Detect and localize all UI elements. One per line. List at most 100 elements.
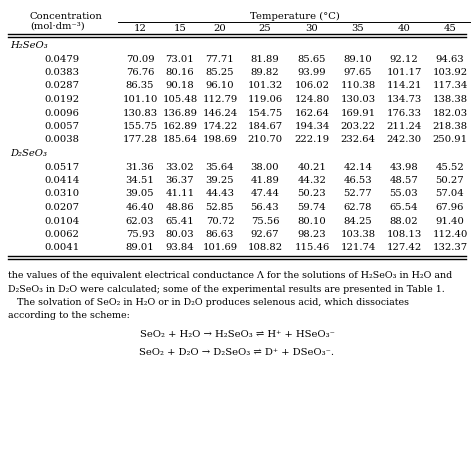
Text: D₂SeO₃ in D₂O were calculated; some of the experimental results are presented in: D₂SeO₃ in D₂O were calculated; some of t…: [8, 284, 445, 293]
Text: D₂SeO₃: D₂SeO₃: [10, 149, 47, 158]
Text: 80.03: 80.03: [166, 230, 194, 239]
Text: 114.21: 114.21: [386, 81, 422, 90]
Text: 44.32: 44.32: [298, 176, 327, 185]
Text: 42.14: 42.14: [344, 162, 373, 171]
Text: 154.75: 154.75: [247, 108, 283, 117]
Text: the values of the equivalent electrical conductance Λ for the solutions of H₂SeO: the values of the equivalent electrical …: [8, 271, 452, 280]
Text: 62.78: 62.78: [344, 203, 372, 212]
Text: 101.32: 101.32: [247, 81, 283, 90]
Text: 194.34: 194.34: [294, 122, 330, 131]
Text: 38.00: 38.00: [251, 162, 279, 171]
Text: 198.69: 198.69: [202, 135, 237, 144]
Text: 103.38: 103.38: [340, 230, 375, 239]
Text: 121.74: 121.74: [340, 243, 376, 252]
Text: 41.11: 41.11: [165, 189, 194, 198]
Text: 50.23: 50.23: [298, 189, 326, 198]
Text: 218.38: 218.38: [432, 122, 467, 131]
Text: 94.63: 94.63: [436, 54, 465, 63]
Text: 91.40: 91.40: [436, 216, 465, 225]
Text: 176.33: 176.33: [386, 108, 421, 117]
Text: 57.04: 57.04: [436, 189, 465, 198]
Text: 48.57: 48.57: [390, 176, 419, 185]
Text: 86.63: 86.63: [206, 230, 234, 239]
Text: 134.73: 134.73: [386, 95, 422, 104]
Text: 203.22: 203.22: [340, 122, 375, 131]
Text: 86.35: 86.35: [126, 81, 154, 90]
Text: 31.36: 31.36: [126, 162, 155, 171]
Text: 40.21: 40.21: [298, 162, 327, 171]
Text: 162.89: 162.89: [163, 122, 198, 131]
Text: 12: 12: [134, 24, 146, 33]
Text: 39.25: 39.25: [206, 176, 234, 185]
Text: 62.03: 62.03: [126, 216, 154, 225]
Text: 108.13: 108.13: [386, 230, 422, 239]
Text: 75.93: 75.93: [126, 230, 155, 239]
Text: 92.67: 92.67: [251, 230, 279, 239]
Text: 0.0207: 0.0207: [45, 203, 80, 212]
Text: 211.24: 211.24: [386, 122, 422, 131]
Text: 73.01: 73.01: [165, 54, 194, 63]
Text: 146.24: 146.24: [202, 108, 237, 117]
Text: 105.48: 105.48: [163, 95, 198, 104]
Text: 98.23: 98.23: [298, 230, 326, 239]
Text: 89.10: 89.10: [344, 54, 373, 63]
Text: 232.64: 232.64: [340, 135, 375, 144]
Text: 45.52: 45.52: [436, 162, 465, 171]
Text: 0.0104: 0.0104: [45, 216, 80, 225]
Text: 93.84: 93.84: [165, 243, 194, 252]
Text: 97.65: 97.65: [344, 68, 372, 77]
Text: 117.34: 117.34: [432, 81, 468, 90]
Text: 70.09: 70.09: [126, 54, 155, 63]
Text: 112.79: 112.79: [202, 95, 237, 104]
Text: 65.54: 65.54: [390, 203, 419, 212]
Text: 41.89: 41.89: [251, 176, 280, 185]
Text: 56.43: 56.43: [251, 203, 279, 212]
Text: 155.75: 155.75: [122, 122, 157, 131]
Text: 47.44: 47.44: [250, 189, 280, 198]
Text: 77.71: 77.71: [206, 54, 234, 63]
Text: 101.17: 101.17: [386, 68, 422, 77]
Text: 85.65: 85.65: [298, 54, 326, 63]
Text: 75.56: 75.56: [251, 216, 279, 225]
Text: 108.82: 108.82: [247, 243, 283, 252]
Text: 70.72: 70.72: [206, 216, 234, 225]
Text: 80.16: 80.16: [166, 68, 194, 77]
Text: 0.0057: 0.0057: [45, 122, 80, 131]
Text: 185.64: 185.64: [163, 135, 198, 144]
Text: 115.46: 115.46: [294, 243, 329, 252]
Text: 210.70: 210.70: [247, 135, 283, 144]
Text: 89.01: 89.01: [126, 243, 155, 252]
Text: 67.96: 67.96: [436, 203, 464, 212]
Text: 119.06: 119.06: [247, 95, 283, 104]
Text: 169.91: 169.91: [340, 108, 375, 117]
Text: 242.30: 242.30: [386, 135, 421, 144]
Text: 59.74: 59.74: [298, 203, 327, 212]
Text: 0.0096: 0.0096: [45, 108, 80, 117]
Text: 174.22: 174.22: [202, 122, 237, 131]
Text: 0.0038: 0.0038: [45, 135, 80, 144]
Text: according to the scheme:: according to the scheme:: [8, 311, 130, 320]
Text: 30: 30: [306, 24, 319, 33]
Text: The solvation of SeO₂ in H₂O or in D₂O produces selenous acid, which dissociates: The solvation of SeO₂ in H₂O or in D₂O p…: [8, 298, 409, 307]
Text: 52.85: 52.85: [206, 203, 234, 212]
Text: 130.03: 130.03: [340, 95, 375, 104]
Text: 112.40: 112.40: [432, 230, 468, 239]
Text: 44.43: 44.43: [206, 189, 235, 198]
Text: 33.02: 33.02: [166, 162, 194, 171]
Text: 46.53: 46.53: [344, 176, 372, 185]
Text: 222.19: 222.19: [294, 135, 329, 144]
Text: 106.02: 106.02: [294, 81, 329, 90]
Text: 184.67: 184.67: [247, 122, 283, 131]
Text: 25: 25: [259, 24, 272, 33]
Text: 55.03: 55.03: [390, 189, 419, 198]
Text: 0.0192: 0.0192: [45, 95, 80, 104]
Text: 50.27: 50.27: [436, 176, 465, 185]
Text: 35.64: 35.64: [206, 162, 234, 171]
Text: 34.51: 34.51: [126, 176, 155, 185]
Text: 110.38: 110.38: [340, 81, 375, 90]
Text: SeO₂ + H₂O → H₂SeO₃ ⇌ H⁺ + HSeO₃⁻: SeO₂ + H₂O → H₂SeO₃ ⇌ H⁺ + HSeO₃⁻: [139, 330, 335, 339]
Text: 101.10: 101.10: [122, 95, 158, 104]
Text: H₂SeO₃: H₂SeO₃: [10, 41, 48, 50]
Text: 124.80: 124.80: [294, 95, 329, 104]
Text: 103.92: 103.92: [432, 68, 467, 77]
